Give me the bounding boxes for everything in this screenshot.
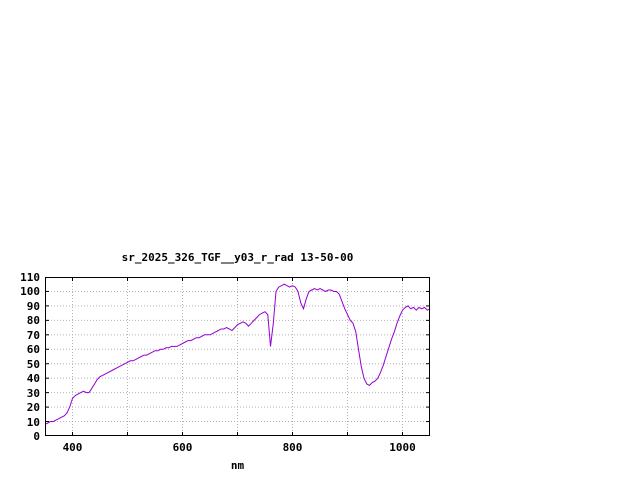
y-tick-label: 40 [26,372,40,386]
x-tick-label: 800 [282,441,303,454]
chart-title: sr_2025_326_TGF__y03_r_rad 13-50-00 [121,251,354,264]
plot-area [45,277,430,436]
y-tick-label: 60 [26,343,40,357]
y-tick-label: 110 [20,271,40,284]
y-tick-label: 70 [26,328,40,342]
x-axis-label: nm [230,459,245,472]
x-tick-label: 400 [62,441,83,454]
y-tick-label: 20 [26,401,40,415]
y-tick-label: 50 [26,357,40,371]
x-tick-label: 600 [172,441,193,454]
y-tick-label: 30 [26,386,40,400]
y-tick-label: 10 [26,415,40,429]
y-tick-label: 0 [33,430,40,443]
y-tick-label: 80 [26,314,40,328]
x-tick-label: 1000 [389,441,416,454]
spectrum-curve [45,283,430,425]
plot-border [45,277,430,436]
y-tick-label: 90 [26,299,40,313]
y-tick-label: 100 [20,285,40,299]
plot-canvas [45,277,430,436]
